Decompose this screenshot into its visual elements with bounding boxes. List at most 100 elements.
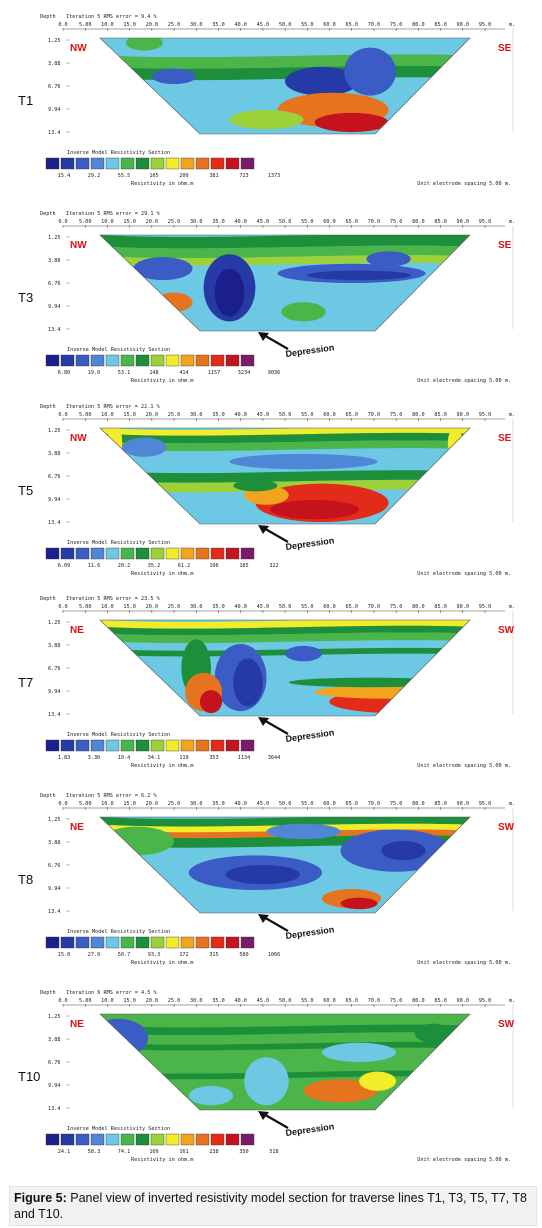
pseudosection-t8: Depth Iteration 5 RMS error = 6.2 % 0.0 5.0… xyxy=(18,793,515,966)
legend-value: 185 xyxy=(239,563,248,569)
legend-swatch xyxy=(90,936,105,949)
x-tick-label: 90.0 xyxy=(457,801,470,807)
depression-arrowhead xyxy=(258,914,269,923)
panel-t5: Depth Iteration 5 RMS error = 22.1 % 0.0 5.… xyxy=(0,398,542,583)
depth-tick-label: 13.4 xyxy=(48,520,61,526)
legend-value: 27.0 xyxy=(88,952,101,958)
section-outline xyxy=(99,234,471,332)
x-tick-label: 35.0 xyxy=(212,22,225,28)
electrode-spacing: Unit electrode spacing 5.00 m. xyxy=(417,960,511,966)
legend-swatch xyxy=(225,936,240,949)
x-tick-label: 5.00 xyxy=(79,998,92,1004)
legend-swatch xyxy=(90,547,105,560)
legend-value: 109 xyxy=(149,1149,158,1155)
legend-swatch xyxy=(105,739,120,752)
legend-swatch xyxy=(120,936,135,949)
x-tick-label: 45.0 xyxy=(257,998,270,1004)
x-tick-label: 0.0 xyxy=(58,998,67,1004)
direction-right: SE xyxy=(498,240,512,251)
depth-label: Depth xyxy=(40,14,56,20)
x-tick-label: 35.0 xyxy=(212,604,225,610)
legend-swatch xyxy=(210,547,225,560)
legend-swatch xyxy=(195,936,210,949)
depth-label: Depth xyxy=(40,404,56,410)
x-tick-label: 15.0 xyxy=(123,604,136,610)
legend-value: 1.83 xyxy=(58,755,71,761)
contour-blob xyxy=(266,823,341,840)
x-tick-label: 5.00 xyxy=(79,412,92,418)
legend-swatch xyxy=(150,157,165,170)
resistivity-field xyxy=(100,620,470,716)
x-tick-label: 35.0 xyxy=(212,219,225,225)
legend-swatch xyxy=(45,157,60,170)
x-tick-label: 95.0 xyxy=(479,604,492,610)
x-tick-label: 75.0 xyxy=(390,604,403,610)
x-tick-label: 0.0 xyxy=(58,22,67,28)
legend-value: 11.6 xyxy=(88,563,101,569)
depth-tick-label: 3.88 xyxy=(48,840,61,846)
resistivity-field xyxy=(100,235,470,331)
panel-t1: Depth Iteration 5 RMS error = 9.4 % 0.0 5.0… xyxy=(0,8,542,193)
legend-swatch xyxy=(135,157,150,170)
legend-value: 3.30 xyxy=(88,755,101,761)
traverse-label: T8 xyxy=(18,872,33,887)
legend-swatch xyxy=(120,1133,135,1146)
panel-t10: Depth Iteration 6 RMS error = 4.5 % 0.0 5.0… xyxy=(0,984,542,1169)
legend-swatch xyxy=(165,157,180,170)
x-tick-label: 60.0 xyxy=(323,604,336,610)
legend-value: 580 xyxy=(239,952,248,958)
direction-left: NE xyxy=(70,822,84,833)
x-tick-label: 40.0 xyxy=(234,998,247,1004)
legend-value: 322 xyxy=(269,563,278,569)
x-tick-label: 75.0 xyxy=(390,998,403,1004)
depth-tick-label: 6.76 xyxy=(48,863,61,869)
x-tick-label: 5.00 xyxy=(79,604,92,610)
legend-value: 105 xyxy=(149,173,158,179)
x-tick-label: 50.0 xyxy=(279,412,292,418)
x-tick-label: 20.0 xyxy=(146,22,159,28)
x-tick-label: 25.0 xyxy=(168,219,181,225)
x-tick-label: 75.0 xyxy=(390,22,403,28)
depression-label: Depression xyxy=(285,342,335,359)
x-unit: m. xyxy=(509,219,515,225)
x-tick-label: 55.0 xyxy=(301,604,314,610)
contour-band xyxy=(100,1041,470,1051)
legend-swatch xyxy=(120,739,135,752)
section-outline xyxy=(99,427,471,525)
contour-blob xyxy=(303,1079,378,1103)
legend-swatch xyxy=(195,354,210,367)
legend-swatch xyxy=(135,354,150,367)
x-tick-label: 20.0 xyxy=(146,801,159,807)
legend-value: 15.0 xyxy=(58,952,71,958)
legend-swatch xyxy=(60,354,75,367)
x-tick-label: 60.0 xyxy=(323,801,336,807)
direction-left: NW xyxy=(70,43,87,54)
legend-title: Inverse Model Resistivity Section xyxy=(67,929,170,935)
contour-blob xyxy=(133,257,193,281)
iteration-text: Iteration 5 RMS error = 22.1 % xyxy=(66,404,161,410)
legend-swatch xyxy=(90,354,105,367)
legend-value: 381 xyxy=(209,173,218,179)
direction-right: SW xyxy=(498,625,515,636)
x-tick-label: 0.0 xyxy=(58,219,67,225)
x-tick-label: 15.0 xyxy=(123,998,136,1004)
legend-units: Resistivity in ohm.m xyxy=(131,1157,193,1163)
legend-swatch xyxy=(180,157,195,170)
legend-value: 20.2 xyxy=(118,563,131,569)
contour-band xyxy=(100,470,470,483)
x-tick-label: 45.0 xyxy=(257,801,270,807)
x-tick-label: 15.0 xyxy=(123,22,136,28)
x-tick-label: 60.0 xyxy=(323,22,336,28)
electrode-spacing: Unit electrode spacing 5.00 m. xyxy=(417,1157,511,1163)
legend-title: Inverse Model Resistivity Section xyxy=(67,540,170,546)
x-tick-label: 45.0 xyxy=(257,22,270,28)
x-tick-label: 55.0 xyxy=(301,412,314,418)
legend-swatch xyxy=(240,157,255,170)
x-tick-label: 80.0 xyxy=(412,604,425,610)
x-tick-label: 35.0 xyxy=(212,801,225,807)
x-tick-label: 85.0 xyxy=(434,22,447,28)
x-tick-label: 0.0 xyxy=(58,412,67,418)
legend-swatch xyxy=(210,157,225,170)
legend-value: 518 xyxy=(269,1149,278,1155)
legend-value: 110 xyxy=(179,755,188,761)
